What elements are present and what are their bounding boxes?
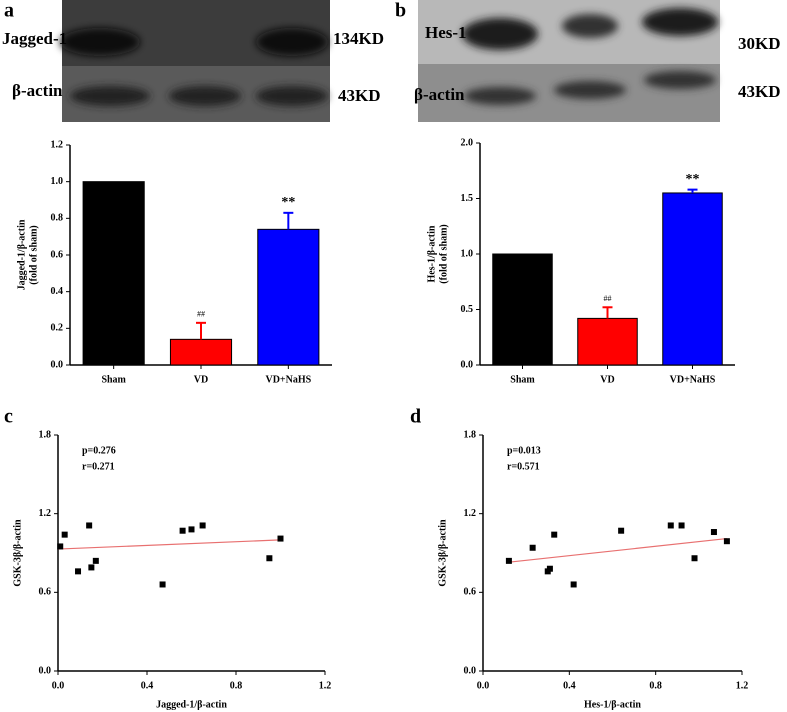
y-tick-label: 0.0 (39, 665, 52, 676)
significance: ## (604, 294, 612, 303)
x-tick-label: 1.2 (319, 680, 332, 691)
x-tick-label: VD+NaHS (670, 374, 716, 385)
point (529, 544, 536, 551)
point (88, 564, 95, 571)
annotation: p=0.276 (82, 445, 116, 456)
band-label: Jagged-1 (2, 29, 67, 48)
y-tick-label: 1.2 (39, 508, 52, 519)
bar (577, 317, 638, 366)
point (188, 526, 195, 533)
band-label: β-actin (414, 85, 465, 104)
bar (82, 181, 145, 366)
y-tick-label: 0.8 (51, 213, 64, 224)
x-tick-label: 1.2 (736, 680, 749, 691)
point (710, 529, 717, 536)
point (546, 565, 553, 572)
panel-label: d (410, 406, 421, 428)
y-tick-label: 0.4 (51, 286, 64, 297)
y-tick-label: 1.8 (39, 429, 52, 440)
point (159, 581, 166, 588)
trendline (57, 539, 281, 550)
x-tick-label: 0.8 (230, 680, 243, 691)
y-tick-label: 0.6 (51, 249, 64, 260)
x-tick-label: 0.4 (563, 680, 576, 691)
panel-label: b (395, 0, 406, 22)
annotation: r=0.271 (82, 461, 115, 472)
point (691, 555, 698, 562)
band-label: Hes-1 (425, 23, 467, 42)
blot-b (418, 0, 720, 122)
significance: ** (281, 195, 295, 210)
bar (492, 253, 553, 366)
point (570, 581, 577, 588)
y-axis-label: (fold of sham) (438, 224, 449, 283)
x-tick-label: VD (600, 374, 614, 385)
point (551, 531, 558, 538)
significance: ** (686, 172, 700, 187)
y-axis-label: GSK-3β/β-actin (437, 519, 448, 587)
y-tick-label: 1.5 (461, 193, 474, 204)
y-tick-label: 0.0 (461, 359, 474, 370)
point (92, 557, 99, 564)
y-tick-label: 1.2 (464, 508, 477, 519)
band-size: 30KD (738, 34, 781, 53)
y-tick-label: 0.0 (464, 665, 477, 676)
annotation: r=0.571 (507, 461, 540, 472)
band-label: β-actin (12, 81, 63, 100)
x-tick-label: 0.8 (649, 680, 662, 691)
band-size: 134KD (333, 29, 384, 48)
point (266, 555, 273, 562)
x-axis-label: Jagged-1/β-actin (156, 699, 227, 710)
y-tick-label: 0.6 (464, 587, 477, 598)
y-axis-label: Jagged-1/β-actin (16, 219, 27, 290)
y-axis-label: Hes-1/β-actin (426, 225, 437, 282)
panel-label: a (4, 0, 14, 22)
bar (257, 228, 320, 366)
y-tick-label: 0.0 (51, 359, 64, 370)
y-tick-label: 1.0 (51, 176, 64, 187)
point (75, 568, 82, 575)
point (199, 522, 206, 529)
point (505, 557, 512, 564)
annotation: p=0.013 (507, 445, 541, 456)
point (61, 531, 68, 538)
significance: ## (197, 310, 205, 319)
point (57, 543, 64, 550)
trendline (508, 537, 727, 563)
point (179, 527, 186, 534)
y-tick-label: 1.0 (461, 248, 474, 259)
x-tick-label: VD+NaHS (265, 374, 311, 385)
point (667, 522, 674, 529)
x-tick-label: Sham (510, 374, 535, 385)
x-axis-label: Hes-1/β-actin (584, 699, 641, 710)
y-axis-label: GSK-3β/β-actin (12, 519, 23, 587)
y-tick-label: 0.2 (51, 323, 64, 334)
blot-a (60, 0, 330, 122)
bar (662, 192, 723, 366)
y-tick-label: 0.6 (39, 587, 52, 598)
x-tick-label: 0.4 (141, 680, 154, 691)
point (678, 522, 685, 529)
point (86, 522, 93, 529)
x-tick-label: Sham (101, 374, 126, 385)
x-tick-label: 0.0 (52, 680, 65, 691)
y-tick-label: 2.0 (461, 137, 474, 148)
bar (169, 338, 233, 366)
panel-label: c (4, 406, 13, 428)
point (618, 527, 625, 534)
y-tick-label: 1.2 (51, 139, 64, 150)
y-tick-label: 0.5 (461, 304, 474, 315)
x-tick-label: VD (194, 374, 208, 385)
point (277, 535, 284, 542)
point (723, 538, 730, 545)
band-size: 43KD (738, 82, 781, 101)
y-tick-label: 1.8 (464, 429, 477, 440)
band-size: 43KD (338, 86, 381, 105)
x-tick-label: 0.0 (477, 680, 490, 691)
y-axis-label: (fold of sham) (28, 225, 39, 284)
